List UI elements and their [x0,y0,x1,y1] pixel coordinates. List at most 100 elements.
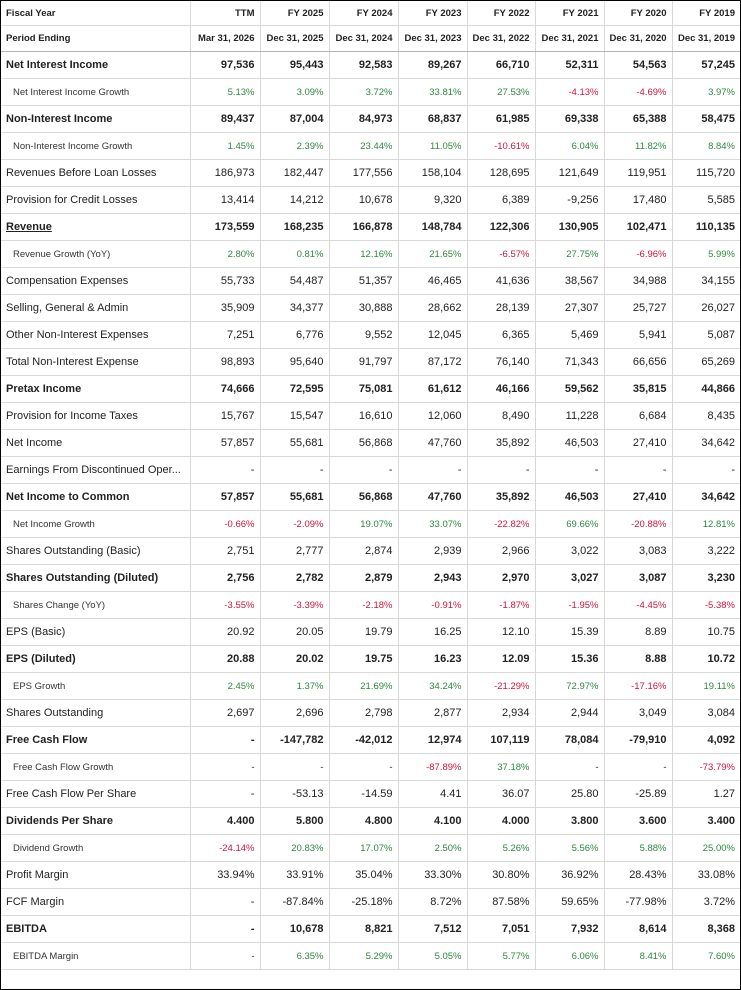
table-row: Provision for Credit Losses 13,414 14,212 1… [1,186,740,214]
table-cell: 2.39% [260,132,330,160]
table-cell: -9,256 [535,186,605,214]
table-row: Shares Outstanding (Basic) 2,751 2,777 2,87… [1,537,740,565]
table-cell: 91,797 [329,348,399,376]
table-cell: 2.80% [190,240,261,268]
row-label: Net Interest Income [1,51,191,79]
table-cell: 8,368 [672,915,740,943]
row-label: Provision for Credit Losses [1,186,191,214]
table-cell: 2,877 [398,699,468,727]
column-header[interactable]: FY 2019 [672,1,740,26]
table-row: Dividends Per Share 4.400 5.800 4.800 4.100 4… [1,807,740,835]
table-row: Non-Interest Income 89,437 87,004 84,973 68,… [1,105,740,133]
table-cell: 61,985 [467,105,536,133]
table-cell: 95,640 [260,348,330,376]
table-cell: 17,480 [604,186,673,214]
table-cell: 20.88 [190,645,261,673]
table-row: EPS Growth 2.45% 1.37% 21.69% 34.24% -21.29% 7… [1,672,740,700]
column-header[interactable]: FY 2024 [329,1,399,26]
table-cell: -20.88% [604,510,673,538]
row-label: Other Non-Interest Expenses [1,321,191,349]
table-cell: 57,245 [672,51,740,79]
table-row: EPS (Basic) 20.92 20.05 19.79 16.25 12.10 15.3… [1,618,740,646]
table-cell: -77.98% [604,888,673,916]
column-header[interactable]: FY 2020 [604,1,673,26]
table-cell: 107,119 [467,726,536,754]
column-header[interactable]: FY 2025 [260,1,330,26]
table-cell: 61,612 [398,375,468,403]
table-row: Shares Change (YoY) -3.55% -3.39% -2.18% -0.… [1,591,740,619]
column-header[interactable]: TTM [190,1,261,26]
table-cell: 92,583 [329,51,399,79]
table-cell: - [535,753,605,781]
row-label: Total Non-Interest Expense [1,348,191,376]
table-cell: 71,343 [535,348,605,376]
table-row: Selling, General & Admin 35,909 34,377 30,8… [1,294,740,322]
table-cell: 186,973 [190,159,261,187]
table-cell: 11.82% [604,132,673,160]
row-label: EPS Growth [1,672,191,700]
table-cell: -3.55% [190,591,261,619]
table-row: Shares Outstanding (Diluted) 2,756 2,782 2,… [1,564,740,592]
table-cell: 4,092 [672,726,740,754]
table-cell: 57,857 [190,483,261,511]
table-cell: 28.43% [604,861,673,889]
table-cell: -42,012 [329,726,399,754]
table-cell: -87.84% [260,888,330,916]
table-cell: 35,909 [190,294,261,322]
table-cell: 20.92 [190,618,261,646]
table-cell: 7,932 [535,915,605,943]
table-cell: 35,892 [467,429,536,457]
table-cell: 20.02 [260,645,330,673]
table-cell: 3,087 [604,564,673,592]
row-label: Non-Interest Income Growth [1,132,191,160]
table-cell: 1.27 [672,780,740,808]
table-cell: 158,104 [398,159,468,187]
table-cell: 173,559 [190,213,261,241]
column-header[interactable]: FY 2022 [467,1,536,26]
table-cell: 89,437 [190,105,261,133]
table-cell: -2.09% [260,510,330,538]
table-cell: 6,684 [604,402,673,430]
table-cell: 2,798 [329,699,399,727]
table-cell: 5,585 [672,186,740,214]
table-cell: 119,951 [604,159,673,187]
row-label: Free Cash Flow Per Share [1,780,191,808]
row-label[interactable]: Revenue [1,213,191,241]
table-cell: -0.66% [190,510,261,538]
table-row: Profit Margin 33.94% 33.91% 35.04% 33.30% 30.… [1,861,740,889]
column-header[interactable]: FY 2023 [398,1,468,26]
table-cell: -25.89 [604,780,673,808]
table-cell: 128,695 [467,159,536,187]
table-cell: 168,235 [260,213,330,241]
row-label: EBITDA Margin [1,942,191,970]
table-cell: 35.04% [329,861,399,889]
table-cell: 27.75% [535,240,605,268]
table-cell: -4.45% [604,591,673,619]
table-cell: 11.05% [398,132,468,160]
table-cell: 3.72% [329,78,399,106]
table-cell: 98,893 [190,348,261,376]
table-cell: 166,878 [329,213,399,241]
column-header[interactable]: FY 2021 [535,1,605,26]
table-cell: 5.05% [398,942,468,970]
table-cell: 2,943 [398,564,468,592]
table-cell: 34.24% [398,672,468,700]
table-cell: 28,662 [398,294,468,322]
table-row: Net Interest Income Growth 5.13% 3.09% 3.72… [1,78,740,106]
table-cell: 46,503 [535,483,605,511]
table-cell: 68,837 [398,105,468,133]
table-cell: 19.79 [329,618,399,646]
table-cell: - [398,456,468,484]
table-cell: 27,410 [604,429,673,457]
period-header: Dec 31, 2024 [329,25,399,52]
period-header: Mar 31, 2026 [190,25,261,52]
table-cell: 33.07% [398,510,468,538]
table-cell: 20.05 [260,618,330,646]
table-cell: 3.800 [535,807,605,835]
table-cell: 3,084 [672,699,740,727]
table-cell: 47,760 [398,483,468,511]
table-cell: 5,941 [604,321,673,349]
table-cell: 54,563 [604,51,673,79]
table-cell: 2,966 [467,537,536,565]
